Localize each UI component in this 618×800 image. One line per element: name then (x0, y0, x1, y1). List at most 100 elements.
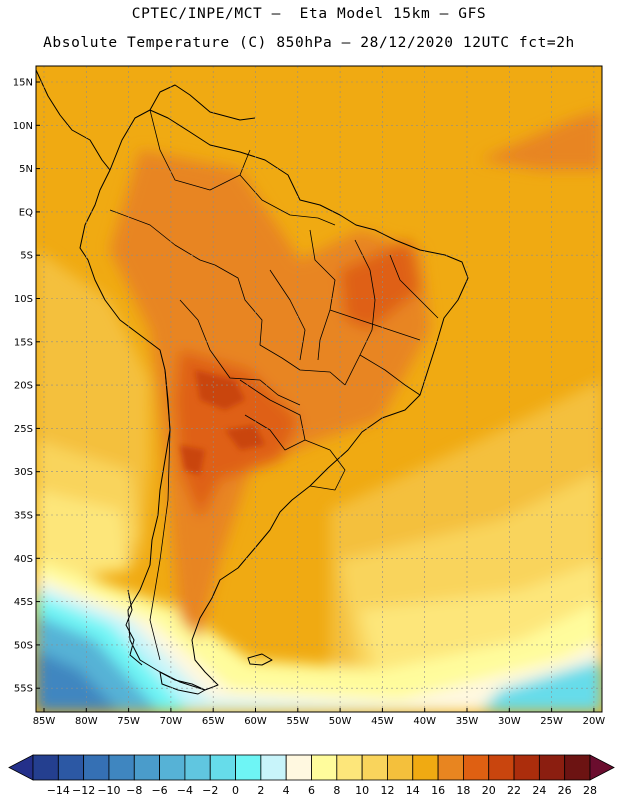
colorbar-swatch (564, 754, 591, 781)
caribbean-coast (149, 84, 256, 121)
coastlines-and-borders (36, 69, 469, 695)
border-brazil-states-3 (389, 254, 439, 319)
lat-label: 5S (20, 251, 33, 262)
latitude-labels: 15N 10N 5N EQ 5S 10S 15S 20S 25S 30S 35S 40S 45S 50S 5… (13, 78, 40, 695)
lon-label: 40W (413, 716, 436, 727)
central-america-coast (36, 69, 111, 171)
colorbar-swatch (463, 754, 490, 781)
lon-label: 70W (160, 716, 183, 727)
lon-label: 25W (540, 716, 563, 727)
lon-label: 45W (371, 716, 394, 727)
lon-label: 20W (583, 716, 606, 727)
colorbar-label: −2 (202, 784, 218, 797)
lon-label: 30W (498, 716, 521, 727)
colorbar-swatch (412, 754, 439, 781)
colorbar-swatch (437, 754, 464, 781)
colorbar-swatch (336, 754, 363, 781)
colorbar-label: 28 (583, 784, 597, 797)
colorbar-swatch (311, 754, 338, 781)
lat-label: EQ (19, 207, 33, 218)
colorbar (8, 754, 615, 781)
field-pacific-10-12 (36, 490, 130, 580)
colorbar-label: 4 (283, 784, 290, 797)
lat-label: 10N (13, 121, 33, 132)
colorbar-swatch (159, 754, 186, 781)
colorbar-swatch (32, 754, 59, 781)
field-chaco-22-24 (195, 370, 245, 410)
lon-label: 65W (202, 716, 225, 727)
colorbar-swatch (108, 754, 135, 781)
lon-label: 50W (329, 716, 352, 727)
colorbar-label: −8 (126, 784, 142, 797)
border-colombia-venezuela (149, 109, 251, 191)
colorbar-swatch (184, 754, 211, 781)
lon-label: 80W (75, 716, 98, 727)
chile-fjords (125, 589, 143, 666)
colorbar-swatch (235, 754, 262, 781)
colorbar-label: −4 (177, 784, 193, 797)
border-bolivia (179, 299, 301, 406)
colorbar-high-arrow (589, 754, 615, 781)
border-brazil-states-2 (344, 239, 376, 386)
colorbar-label: −6 (151, 784, 167, 797)
longitude-labels: 85W 80W 75W 70W 65W 60W 55W 50W 45W 40W 35W 30W 25W 2… (33, 708, 606, 727)
temperature-field (36, 66, 602, 712)
border-brazil-states-1 (309, 229, 336, 361)
lat-label: 15S (14, 337, 33, 348)
colorbar-labels: −14 −12 −10 −8 −6 −4 −2 0 2 4 6 8 10 12 14 16 18 20 22 24 26… (47, 784, 597, 797)
map-frame (35, 65, 603, 713)
colorbar-label: 22 (507, 784, 521, 797)
lat-label: 35S (14, 511, 33, 522)
border-brazil-states-5 (359, 354, 421, 396)
country-borders (109, 109, 439, 661)
falklands (247, 653, 273, 666)
lat-label: 10S (14, 294, 33, 305)
colorbar-label: 24 (532, 784, 546, 797)
lat-label: 40S (14, 554, 33, 565)
colorbar-swatch (133, 754, 160, 781)
lon-label: 85W (33, 716, 56, 727)
colorbar-label: 12 (380, 784, 394, 797)
lat-label: 55S (14, 684, 33, 695)
graticule (36, 66, 602, 712)
border-brazil-states-4 (329, 309, 421, 341)
chart-title-line-1: CPTEC/INPE/MCT – Eta Model 15km – GFS (131, 6, 487, 22)
border-chile-argentina (149, 369, 171, 661)
border-brazil-west (214, 264, 346, 386)
colorbar-swatch (83, 754, 110, 781)
lat-label: 5N (19, 164, 33, 175)
lat-label: 50S (14, 640, 33, 651)
lat-label: 45S (14, 597, 33, 608)
colorbar-label: −14 (47, 784, 70, 797)
field-south-minus-8 (36, 650, 120, 712)
colorbar-label: 10 (355, 784, 369, 797)
colorbar-low-arrow (8, 754, 34, 781)
border-brazil-argentina (304, 439, 346, 491)
lat-label: 15N (13, 78, 33, 89)
colorbar-swatch (285, 754, 312, 781)
colorbar-swatch (538, 754, 566, 781)
field-northeast-20-22 (340, 240, 420, 330)
colorbar-label: 16 (431, 784, 445, 797)
colorbar-label: 8 (333, 784, 340, 797)
chart-title-line-2: Absolute Temperature (C) 850hPa – 28/12/… (43, 35, 575, 51)
colorbar-swatch (260, 754, 287, 781)
colorbar-label: −10 (97, 784, 120, 797)
colorbar-label: 14 (406, 784, 420, 797)
lon-label: 55W (286, 716, 309, 727)
colorbar-swatch (57, 754, 85, 781)
field-andes-22-24 (180, 445, 205, 475)
border-guianas (239, 174, 336, 226)
colorbar-label: 26 (558, 784, 572, 797)
lat-label: 20S (14, 381, 33, 392)
border-brazil-states-6 (269, 269, 306, 361)
lon-label: 60W (244, 716, 267, 727)
lat-label: 25S (14, 424, 33, 435)
colorbar-label: 2 (257, 784, 264, 797)
field-southeast-0-2 (480, 660, 602, 712)
tierra-del-fuego (159, 671, 206, 695)
colorbar-swatch (513, 754, 540, 781)
colorbar-label: −12 (72, 784, 95, 797)
colorbar-label: 0 (232, 784, 239, 797)
